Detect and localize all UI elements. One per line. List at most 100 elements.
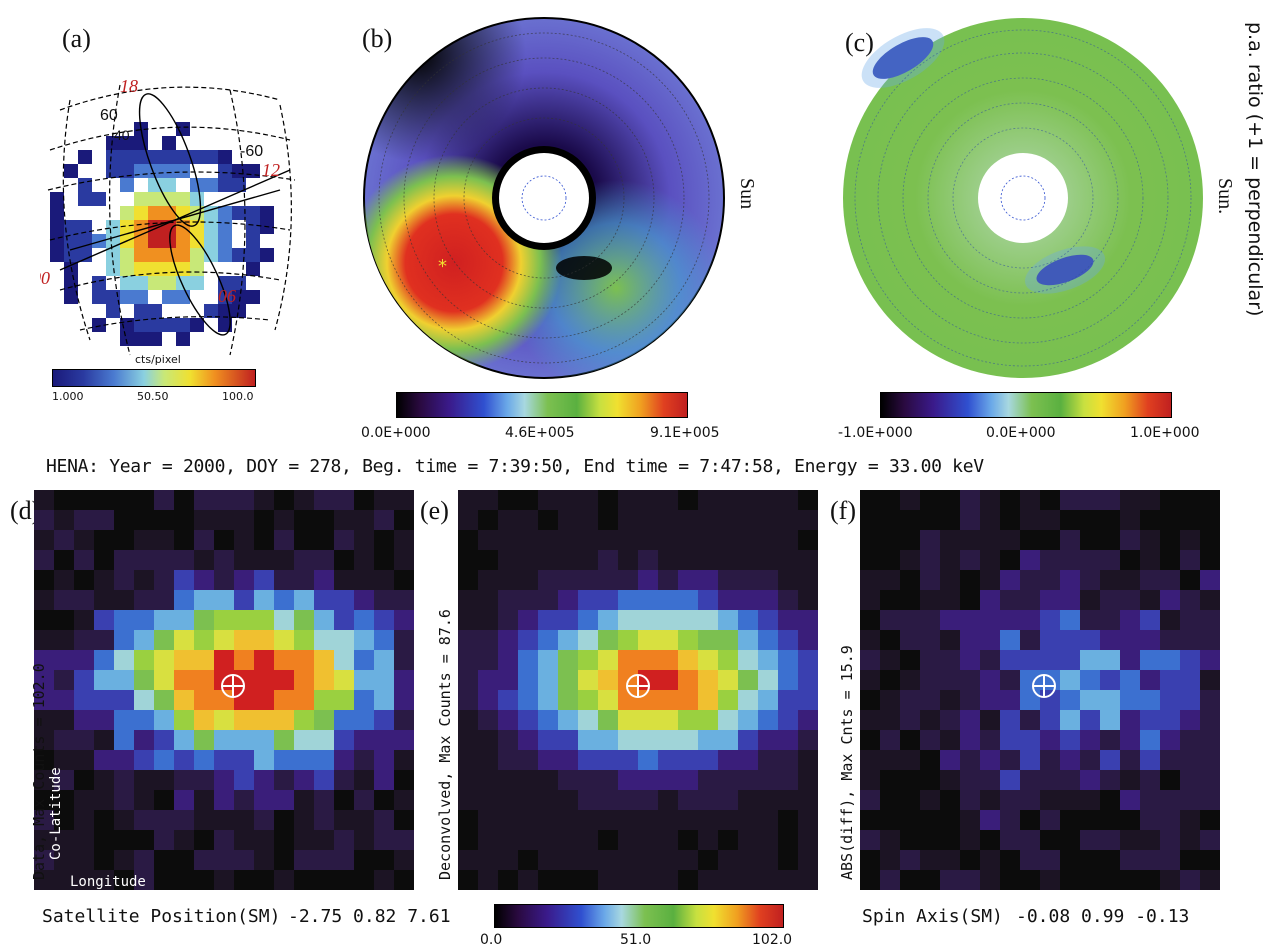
sky-pixel <box>204 304 218 318</box>
pixel-cell <box>354 570 374 590</box>
pixel-cell <box>1180 610 1200 630</box>
pixel-cell <box>678 550 698 570</box>
pixel-cell <box>1160 690 1180 710</box>
sky-pixel <box>92 276 106 290</box>
pixel-cell <box>54 610 74 630</box>
pixel-cell <box>538 550 558 570</box>
pixel-cell <box>1180 510 1200 530</box>
pixel-cell <box>538 630 558 650</box>
pixel-cell <box>1160 790 1180 810</box>
pixel-cell <box>598 870 618 890</box>
pixel-cell <box>334 870 354 890</box>
pixel-cell <box>314 870 334 890</box>
pixel-cell <box>900 870 920 890</box>
pixel-cell <box>518 510 538 530</box>
pixel-cell <box>798 750 818 770</box>
pixel-cell <box>394 690 414 710</box>
pixel-cell <box>54 790 74 810</box>
pixel-cell <box>658 590 678 610</box>
pixel-cell <box>1020 610 1040 630</box>
pixel-cell <box>94 730 114 750</box>
pixel-cell <box>678 630 698 650</box>
pixel-cell <box>1140 790 1160 810</box>
satellite-position-label: Satellite Position(SM) <box>42 906 281 927</box>
pixel-cell <box>920 570 940 590</box>
pixel-cell <box>558 850 578 870</box>
pixel-cell <box>254 550 274 570</box>
pixel-cell <box>538 850 558 870</box>
pixel-cell <box>718 850 738 870</box>
pixel-cell <box>354 870 374 890</box>
pixel-cell <box>34 570 54 590</box>
pixel-cell <box>980 790 1000 810</box>
panel-e-image <box>458 490 818 890</box>
panel-d-colatitude-label: Co-Latitude <box>48 767 64 860</box>
pixel-cell <box>1080 830 1100 850</box>
pixel-cell <box>678 730 698 750</box>
pixel-cell <box>980 490 1000 510</box>
pixel-cell <box>1060 710 1080 730</box>
sky-pixel <box>92 192 106 206</box>
pixel-cell <box>1180 790 1200 810</box>
pixel-cell <box>334 810 354 830</box>
pixel-cell <box>798 830 818 850</box>
sky-pixel <box>162 318 176 332</box>
pixel-cell <box>1020 590 1040 610</box>
sky-pixel <box>120 164 134 178</box>
pixel-cell <box>394 570 414 590</box>
pixel-cell <box>718 810 738 830</box>
pixel-cell <box>940 810 960 830</box>
pixel-cell <box>194 870 214 890</box>
pixel-cell <box>980 730 1000 750</box>
pixel-cell <box>478 710 498 730</box>
pixel-cell <box>618 830 638 850</box>
pixel-cell <box>214 590 234 610</box>
pixel-cell <box>960 550 980 570</box>
pixel-cell <box>374 730 394 750</box>
pixel-cell <box>458 490 478 510</box>
pixel-cell <box>154 510 174 530</box>
pixel-cell <box>718 570 738 590</box>
pixel-cell <box>658 570 678 590</box>
pixel-cell <box>880 810 900 830</box>
pixel-cell <box>74 770 94 790</box>
pixel-cell <box>1140 590 1160 610</box>
pixel-cell <box>294 530 314 550</box>
pixel-cell <box>54 530 74 550</box>
pixel-cell <box>194 510 214 530</box>
pixel-cell <box>578 630 598 650</box>
pixel-cell <box>478 650 498 670</box>
panel-b-peak-marker: * <box>438 256 447 277</box>
pixel-cell <box>518 750 538 770</box>
pixel-cell <box>1140 650 1160 670</box>
pixel-cell <box>718 510 738 530</box>
pixel-cell <box>314 830 334 850</box>
pixel-cell <box>1120 510 1140 530</box>
pixel-cell <box>94 630 114 650</box>
pixel-cell <box>194 750 214 770</box>
pixel-cell <box>1200 570 1220 590</box>
pixel-cell <box>578 750 598 770</box>
pixel-cell <box>214 710 234 730</box>
pixel-cell <box>194 790 214 810</box>
pixel-cell <box>678 510 698 530</box>
pixel-cell <box>478 810 498 830</box>
pixel-cell <box>1120 570 1140 590</box>
pixel-cell <box>638 770 658 790</box>
pixel-cell <box>294 810 314 830</box>
pixel-cell <box>1200 650 1220 670</box>
pixel-cell <box>758 750 778 770</box>
pixel-cell <box>758 830 778 850</box>
pixel-cell <box>374 850 394 870</box>
pixel-cell <box>698 830 718 850</box>
grid-label-40: 40 <box>114 127 130 143</box>
pixel-cell <box>194 690 214 710</box>
pixel-cell <box>394 490 414 510</box>
pixel-cell <box>1120 610 1140 630</box>
sky-pixel <box>218 164 232 178</box>
sky-pixel <box>190 248 204 262</box>
pixel-cell <box>274 490 294 510</box>
pixel-cell <box>234 730 254 750</box>
pixel-cell <box>458 710 478 730</box>
panel-f-side-label: ABS(diff), Max Cnts = 15.9 <box>838 645 856 880</box>
